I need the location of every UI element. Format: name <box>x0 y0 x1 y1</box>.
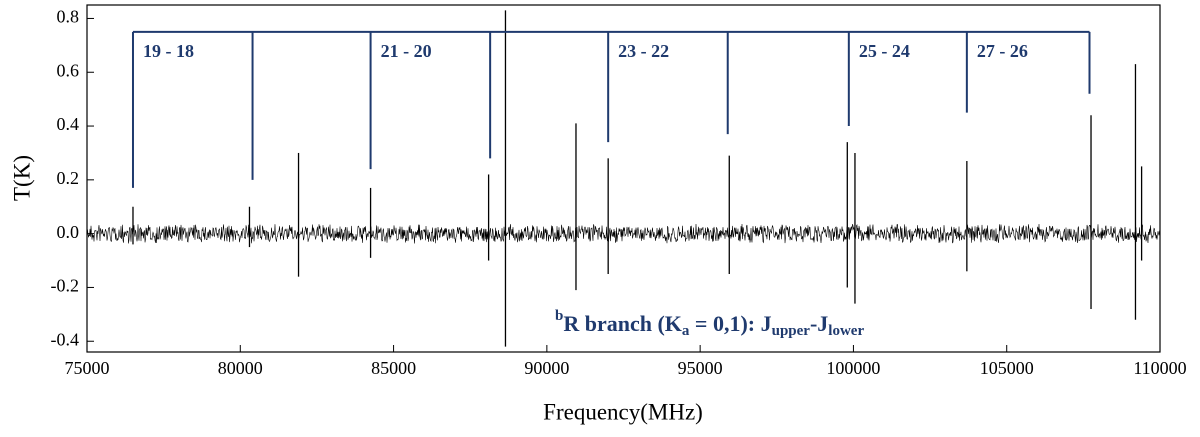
branch-annotation: bR branch (Ka = 0,1): Jupper-Jlower <box>555 308 864 339</box>
annotation-part: -J <box>810 311 828 336</box>
assignment-label: 19 - 18 <box>143 41 194 61</box>
assignment-label: 25 - 24 <box>859 41 910 61</box>
x-tick-label: 95000 <box>678 358 723 378</box>
y-tick-label: -0.4 <box>51 329 80 349</box>
y-tick-label: 0.0 <box>57 222 80 242</box>
assignment-label: 23 - 22 <box>618 41 669 61</box>
x-tick-label: 75000 <box>65 358 110 378</box>
assignment-label: 21 - 20 <box>381 41 432 61</box>
annotation-part: lower <box>828 323 864 339</box>
annotation-part: a <box>682 323 690 339</box>
y-axis-title: T(K) <box>9 155 34 201</box>
x-tick-label: 105000 <box>980 358 1034 378</box>
annotation-part: = 0,1): J <box>689 311 771 336</box>
x-tick-label: 90000 <box>524 358 569 378</box>
y-tick-label: 0.2 <box>57 168 80 188</box>
y-tick-label: -0.2 <box>51 276 80 296</box>
annotation-part: upper <box>772 323 811 339</box>
x-tick-label: 110000 <box>1133 358 1186 378</box>
assignment-label: 27 - 26 <box>977 41 1028 61</box>
x-tick-label: 100000 <box>826 358 880 378</box>
y-tick-label: 0.6 <box>57 60 80 80</box>
plot-frame <box>86 4 1161 353</box>
x-axis-title: Frequency(MHz) <box>543 399 703 424</box>
y-tick-label: 0.8 <box>57 7 80 27</box>
annotation-part: b <box>555 308 563 324</box>
x-tick-label: 80000 <box>218 358 263 378</box>
x-tick-label: 85000 <box>371 358 416 378</box>
y-tick-label: 0.4 <box>57 114 80 134</box>
noise <box>86 223 1161 244</box>
annotation-part: R branch (K <box>563 311 682 336</box>
